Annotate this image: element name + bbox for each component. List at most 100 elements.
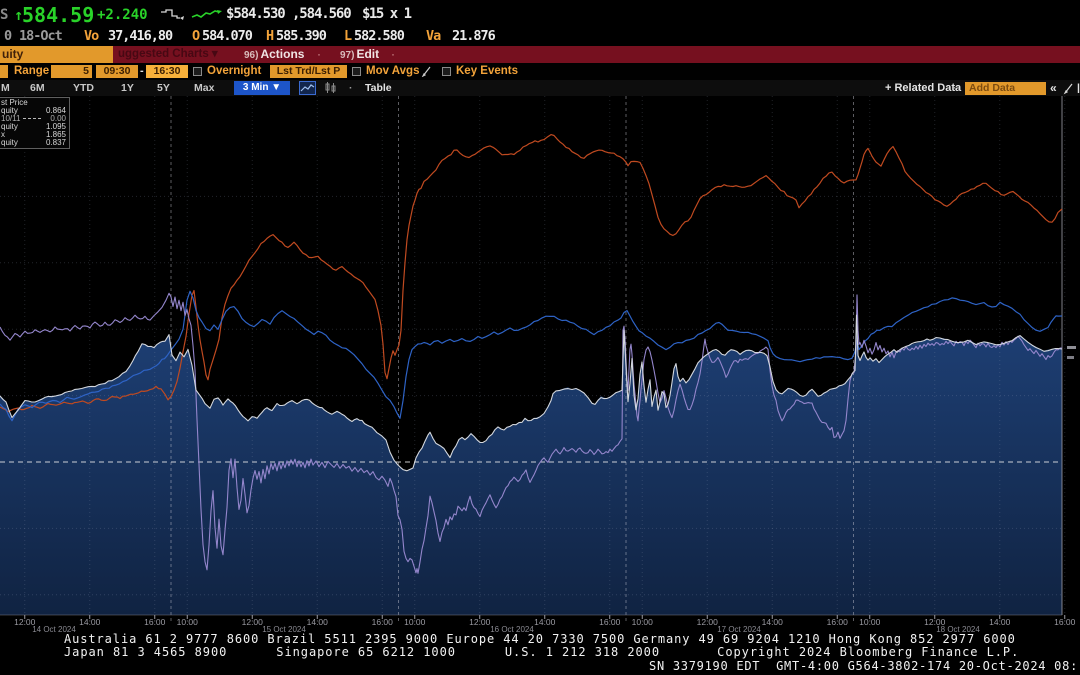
mov-avgs-label[interactable]: Mov Avgs [366, 65, 420, 77]
price-up-arrow-icon: ↑ [14, 6, 24, 24]
mov-avgs-pencil-icon[interactable] [421, 65, 432, 77]
quote-field-value-3: 37,416,80 [108, 28, 173, 44]
range-end-time-input[interactable]: 16:30 [146, 65, 188, 78]
x-tick-label: 16:00 [144, 617, 166, 627]
footer-contact-line2: Japan 81 3 4565 8900 Singapore 65 6212 1… [64, 645, 1020, 659]
legend-dash-swatch [23, 118, 42, 120]
quote-lot-size: $15 x 1 [362, 6, 412, 22]
actions-menu-number: 96) [244, 50, 259, 61]
x-date-label: 18 Oct 2024 [936, 625, 980, 634]
quote-field-label-4: O [192, 28, 200, 44]
legend-value-2: 1.095 [45, 122, 66, 131]
last-price: 584.59 [22, 3, 95, 27]
x-date-label: 17 Oct 2024 [717, 625, 761, 634]
table-tab[interactable]: Table [365, 82, 392, 94]
candlestick-chart-type-icon[interactable] [322, 81, 339, 95]
x-tick-label: 12:00 [697, 617, 719, 627]
x-date-label: 14 Oct 2024 [32, 625, 76, 634]
x-tick-label: 12:00 [924, 617, 946, 627]
collapse-panel-icon[interactable]: « [1050, 81, 1057, 95]
footer-terminal-info: SN 3379190 EDT GMT-4:00 G564-3802-174 20… [649, 659, 1079, 673]
x-tick-label: 10:00 [632, 617, 654, 627]
quote-field-label-6: H [266, 28, 274, 44]
range-time-dash: - [140, 65, 144, 77]
suggested-charts-menu[interactable]: uggested Charts ▾ [118, 48, 218, 60]
key-events-label[interactable]: Key Events [456, 65, 519, 77]
chart-legend[interactable]: st Price quity 0.864 10/11 0.00 quity 1.095 x 1.… [0, 97, 70, 149]
legend-value-4: 0.837 [45, 138, 66, 147]
tabbar-dot: · [349, 82, 353, 94]
range-start-time-input[interactable]: 09:30 [96, 65, 138, 78]
interval-dropdown[interactable]: 3 Min ▼ [234, 81, 290, 95]
menu-separator-dot2: · [391, 47, 395, 61]
series-line-comparison-blue [0, 290, 1063, 422]
series-line-last-price-main [0, 314, 1063, 472]
period-tab-5y[interactable]: 5Y [157, 82, 170, 94]
clipped-icon-fragment: | [1077, 82, 1080, 94]
clipped-axis-label2 [1067, 356, 1074, 359]
legend-row-3: x 1.865 [0, 131, 67, 139]
quote-summary-row: 0 18-Oct Vo 37,416,80 O 584.070 H 585.390 L 582.5… [0, 28, 1080, 45]
menu-bar: uity uggested Charts ▾ 96) Actions · 97) E… [0, 46, 1080, 63]
ticker-fragment: S [0, 7, 9, 23]
x-tick-label: 10:00 [177, 617, 199, 627]
security-tab[interactable]: uity [0, 46, 113, 63]
legend-label-0: quity [1, 106, 18, 115]
x-tick-label: 16:00 [372, 617, 394, 627]
actions-menu-label: Actions [260, 47, 305, 61]
price-mode-dropdown[interactable]: Lst Trd/Lst P [270, 65, 347, 78]
x-tick-label: 16:00 [1054, 617, 1076, 627]
period-tab-max[interactable]: Max [194, 82, 215, 94]
related-data-button[interactable]: + Related Data [885, 82, 962, 94]
x-tick-label: 14:00 [534, 617, 556, 627]
footer-contact-line1: Australia 61 2 9777 8600 Brazil 5511 239… [64, 632, 1016, 646]
legend-label-1: 10/11 [1, 114, 21, 123]
x-tick-label: 14:00 [79, 617, 101, 627]
quote-field-value-5: 584.070 [202, 28, 253, 44]
mov-avgs-checkbox[interactable] [352, 67, 361, 76]
quote-field-value-0: 0 [4, 28, 12, 44]
legend-row-2: quity 1.095 [0, 123, 67, 131]
legend-label-2: quity [1, 122, 18, 131]
actions-menu[interactable]: 96) Actions [244, 46, 304, 63]
line-chart-type-icon[interactable] [299, 81, 316, 95]
quote-field-label-10: Va [426, 28, 441, 44]
period-tab-m[interactable]: M [1, 82, 10, 94]
price-area-fill [0, 315, 1062, 615]
x-date-label: 15 Oct 2024 [262, 625, 306, 634]
edit-menu-number: 97) [340, 50, 355, 61]
edit-menu-label: Edit [356, 47, 380, 61]
period-tab-ytd[interactable]: YTD [73, 82, 94, 94]
quote-field-value-9: 582.580 [354, 28, 405, 44]
period-tab-6m[interactable]: 6M [30, 82, 45, 94]
legend-value-3: 1.865 [45, 130, 66, 139]
legend-row-4: quity 0.837 [0, 139, 67, 147]
add-data-input[interactable]: Add Data [965, 82, 1046, 95]
related-data-dot: · [953, 82, 957, 94]
x-tick-label: 16:00 [827, 617, 849, 627]
overnight-checkbox[interactable] [193, 67, 202, 76]
overnight-label[interactable]: Overnight [207, 65, 262, 77]
x-tick-label: 12:00 [242, 617, 264, 627]
quote-field-label-2: Vo [84, 28, 99, 44]
period-tab-1y[interactable]: 1Y [121, 82, 134, 94]
edit-pencil-icon[interactable] [1063, 81, 1074, 95]
key-events-checkbox[interactable] [442, 67, 451, 76]
quote-field-value-7: 585.390 [276, 28, 327, 44]
x-tick-label: 14:00 [989, 617, 1011, 627]
x-tick-label: 12:00 [469, 617, 491, 627]
price-change: +2.240 [97, 7, 148, 23]
range-days-input[interactable]: 5 [51, 65, 92, 78]
x-tick-label: 14:00 [762, 617, 784, 627]
legend-header: st Price [1, 98, 28, 107]
quote-field-value-1: 18-Oct [19, 28, 63, 44]
legend-label-3: x [1, 130, 5, 139]
series-line-comparison-purple [0, 292, 1063, 574]
chart-toolbar: Range 5 09:30 - 16:30 Overnight Lst Trd/… [0, 63, 1080, 80]
edit-menu[interactable]: 97) Edit [340, 46, 379, 63]
x-tick-label: 10:00 [404, 617, 426, 627]
x-tick-label: 12:00 [14, 617, 36, 627]
toolbar-left-fragment [0, 65, 8, 78]
